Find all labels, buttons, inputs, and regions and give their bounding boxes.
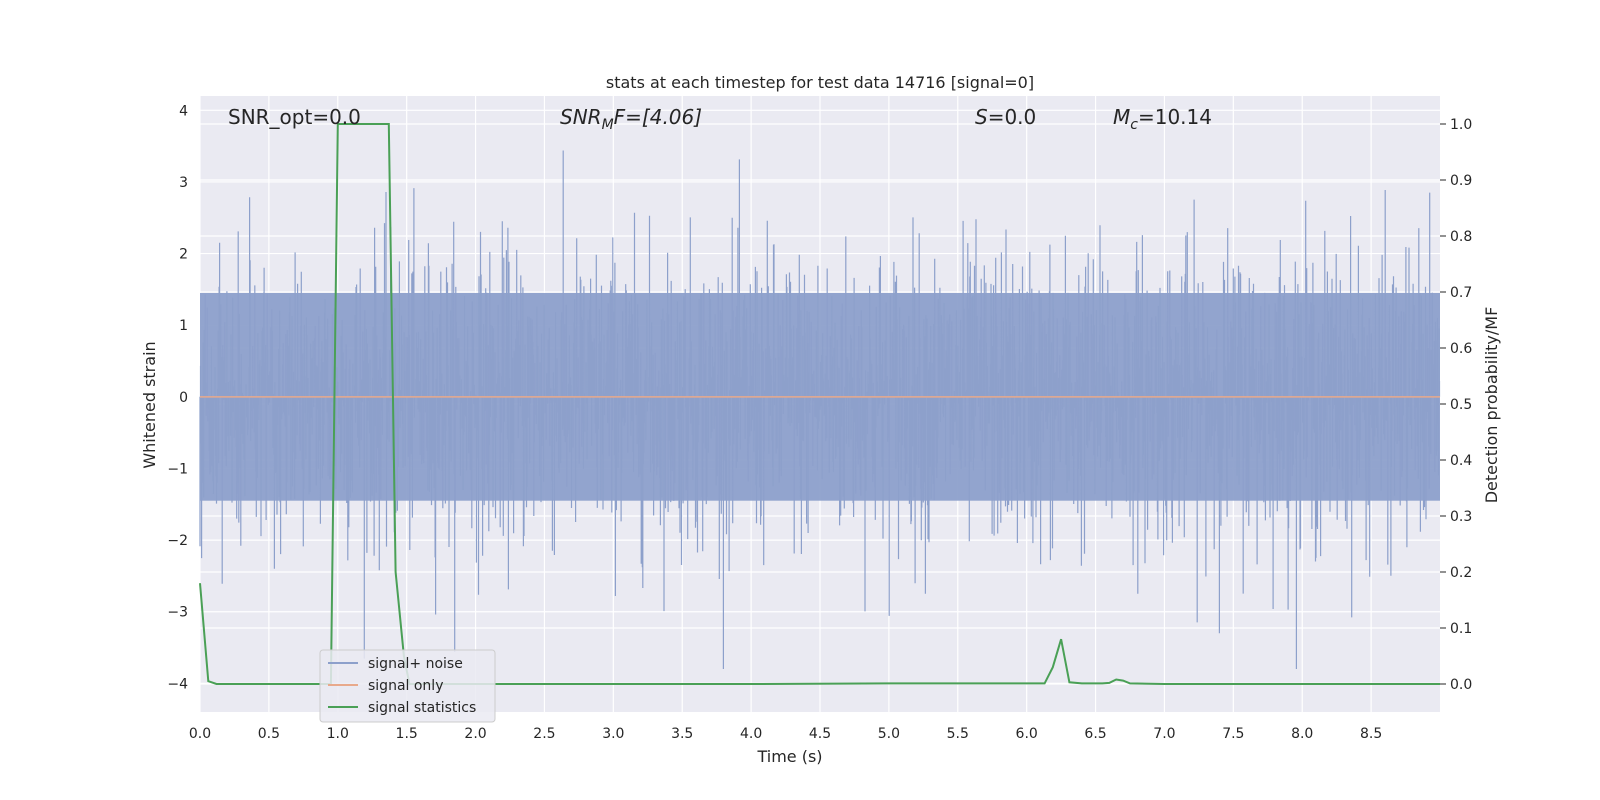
x-tick-label: 3.0 — [602, 726, 624, 742]
x-tick-label: 8.0 — [1291, 726, 1313, 742]
y-left-tick-label: −3 — [167, 605, 188, 621]
x-tick-label: 6.5 — [1084, 726, 1106, 742]
y-right-tick-label: 0.5 — [1450, 397, 1472, 413]
chart-title: stats at each timestep for test data 147… — [606, 73, 1034, 92]
x-tick-label: 4.0 — [740, 726, 762, 742]
y-left-tick-label: 2 — [179, 247, 188, 263]
annotation-s: S=0.0 — [975, 105, 1036, 129]
x-tick-label: 1.0 — [327, 726, 349, 742]
y-right-tick-label: 0.3 — [1450, 509, 1472, 525]
legend: signal+ noise signal only signal statist… — [319, 649, 496, 723]
x-tick-label: 8.5 — [1360, 726, 1382, 742]
y-left-tick-label: 1 — [179, 318, 188, 334]
annotation-snr-opt: SNR_opt=0.0 — [228, 105, 361, 129]
x-tick-label: 5.5 — [947, 726, 969, 742]
legend-label-signal-statistics: signal statistics — [368, 700, 476, 716]
x-axis-label: Time (s) — [756, 747, 822, 766]
y-left-tick-label: −2 — [167, 533, 188, 549]
y-left-tick-label: 0 — [179, 390, 188, 406]
y-left-tick-label: 4 — [179, 103, 188, 119]
y-left-axis-label: Whitened strain — [140, 341, 159, 468]
noise-trace — [199, 150, 1441, 669]
x-axis-ticks: 0.0 0.5 1.0 1.5 2.0 2.5 3.0 3.5 4.0 4.5 5.0 5.5 6.0 6… — [189, 726, 1382, 742]
y-right-tick-label: 0.6 — [1450, 341, 1472, 357]
x-tick-label: 5.0 — [878, 726, 900, 742]
annotation-snr-mf: SNRMF=[4.06] — [560, 105, 702, 133]
x-tick-label: 7.0 — [1153, 726, 1175, 742]
y-right-tick-label: 0.2 — [1450, 565, 1472, 581]
y-right-tick-label: 0.0 — [1450, 677, 1472, 693]
legend-label-signal-noise: signal+ noise — [368, 656, 463, 672]
x-tick-label: 3.5 — [671, 726, 693, 742]
y-left-tick-label: −4 — [167, 676, 188, 692]
legend-label-signal-only: signal only — [368, 678, 443, 694]
x-tick-label: 7.5 — [1222, 726, 1244, 742]
y-left-tick-label: −1 — [167, 461, 188, 477]
x-tick-label: 2.0 — [464, 726, 486, 742]
annotation-mc: Mc=10.14 — [1113, 105, 1212, 133]
x-tick-label: 6.0 — [1016, 726, 1038, 742]
x-tick-label: 2.5 — [533, 726, 555, 742]
y-left-axis-ticks: −4 −3 −2 −1 0 1 2 3 4 — [167, 103, 188, 692]
x-tick-label: 0.5 — [258, 726, 280, 742]
y-right-tick-label: 1.0 — [1450, 117, 1472, 133]
y-left-tick-label: 3 — [179, 175, 188, 191]
y-right-axis-label: Detection probability/MF — [1482, 307, 1501, 504]
y-right-tick-label: 0.8 — [1450, 229, 1472, 245]
x-tick-label: 1.5 — [396, 726, 418, 742]
y-right-tick-label: 0.4 — [1450, 453, 1472, 469]
y-right-axis-ticks: 0.0 0.1 0.2 0.3 0.4 0.5 0.6 0.7 0.8 0.9 1.0 — [1440, 117, 1472, 693]
y-right-tick-label: 0.9 — [1450, 173, 1472, 189]
y-right-tick-label: 0.1 — [1450, 621, 1472, 637]
x-tick-label: 0.0 — [189, 726, 211, 742]
y-right-tick-label: 0.7 — [1450, 285, 1472, 301]
x-tick-label: 4.5 — [809, 726, 831, 742]
legend-box — [319, 649, 496, 723]
